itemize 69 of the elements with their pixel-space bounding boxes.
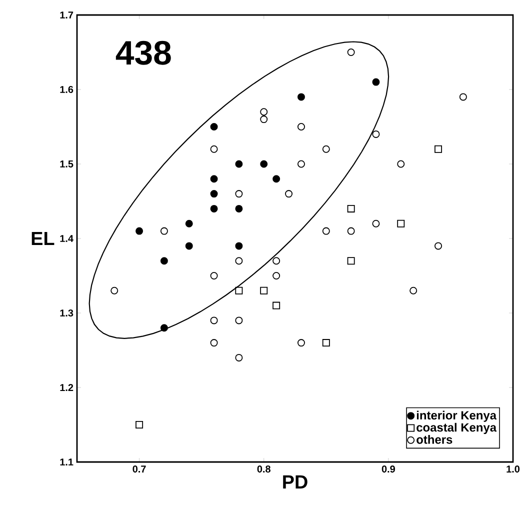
point: [160, 227, 168, 235]
y-tick-label: 1.6: [60, 86, 74, 94]
y-tick-label: 1.5: [60, 160, 74, 168]
point: [235, 257, 243, 265]
point: [110, 286, 118, 294]
x-tick-label: 0.9: [382, 466, 395, 473]
point: [272, 175, 280, 183]
point: [434, 242, 442, 250]
point: [372, 130, 380, 138]
point: [235, 204, 243, 212]
point: [260, 160, 268, 168]
point: [210, 190, 218, 198]
legend-label: others: [416, 435, 452, 444]
legend-label: interior Kenya: [416, 410, 497, 422]
point: [160, 257, 168, 265]
point: [272, 272, 280, 280]
point: [260, 116, 268, 124]
point: [185, 242, 193, 250]
point: [136, 421, 144, 428]
point: [459, 93, 467, 101]
point: [235, 160, 243, 168]
x-tick-label: 0.7: [132, 466, 146, 473]
point: [285, 190, 293, 198]
point: [347, 227, 355, 235]
point: [347, 204, 355, 212]
y-tick-label: 1.4: [60, 235, 74, 242]
y-tick-label: 1.1: [60, 458, 74, 466]
point: [235, 286, 243, 294]
point: [297, 339, 305, 347]
y-axis-title: EL: [32, 232, 54, 246]
point: [210, 145, 218, 153]
point: [272, 302, 280, 310]
y-tick-label: 1.2: [60, 384, 74, 391]
point: [210, 123, 218, 130]
point: [210, 339, 218, 347]
point: [297, 93, 305, 101]
point: [410, 286, 418, 294]
point: [210, 204, 218, 212]
legend-label: coastal Kenya: [416, 422, 497, 434]
point: [372, 78, 380, 86]
y-tick-label: 1.7: [60, 12, 74, 18]
point: [235, 316, 243, 324]
point: [347, 48, 355, 56]
point: [235, 242, 243, 250]
point: [434, 145, 442, 153]
point: [185, 220, 193, 228]
point: [272, 257, 280, 265]
point: [235, 354, 243, 362]
point: [210, 316, 218, 324]
point: [322, 227, 330, 235]
point: [136, 227, 144, 235]
point: [260, 286, 268, 294]
point: [322, 145, 330, 153]
point: [297, 123, 305, 130]
x-axis-title: PD: [283, 475, 308, 488]
point: [210, 175, 218, 183]
text: 438: [116, 40, 171, 65]
x-tick-label: 1.0: [506, 466, 520, 473]
x-tick-label: 0.8: [257, 466, 270, 473]
point: [297, 160, 305, 168]
point: [397, 220, 405, 228]
point: [347, 257, 355, 265]
point: [322, 339, 330, 347]
point: [260, 108, 268, 116]
point: [397, 160, 405, 168]
point: [235, 190, 243, 198]
y-tick-label: 1.3: [60, 309, 74, 317]
point: [372, 220, 380, 228]
point: [210, 272, 218, 280]
